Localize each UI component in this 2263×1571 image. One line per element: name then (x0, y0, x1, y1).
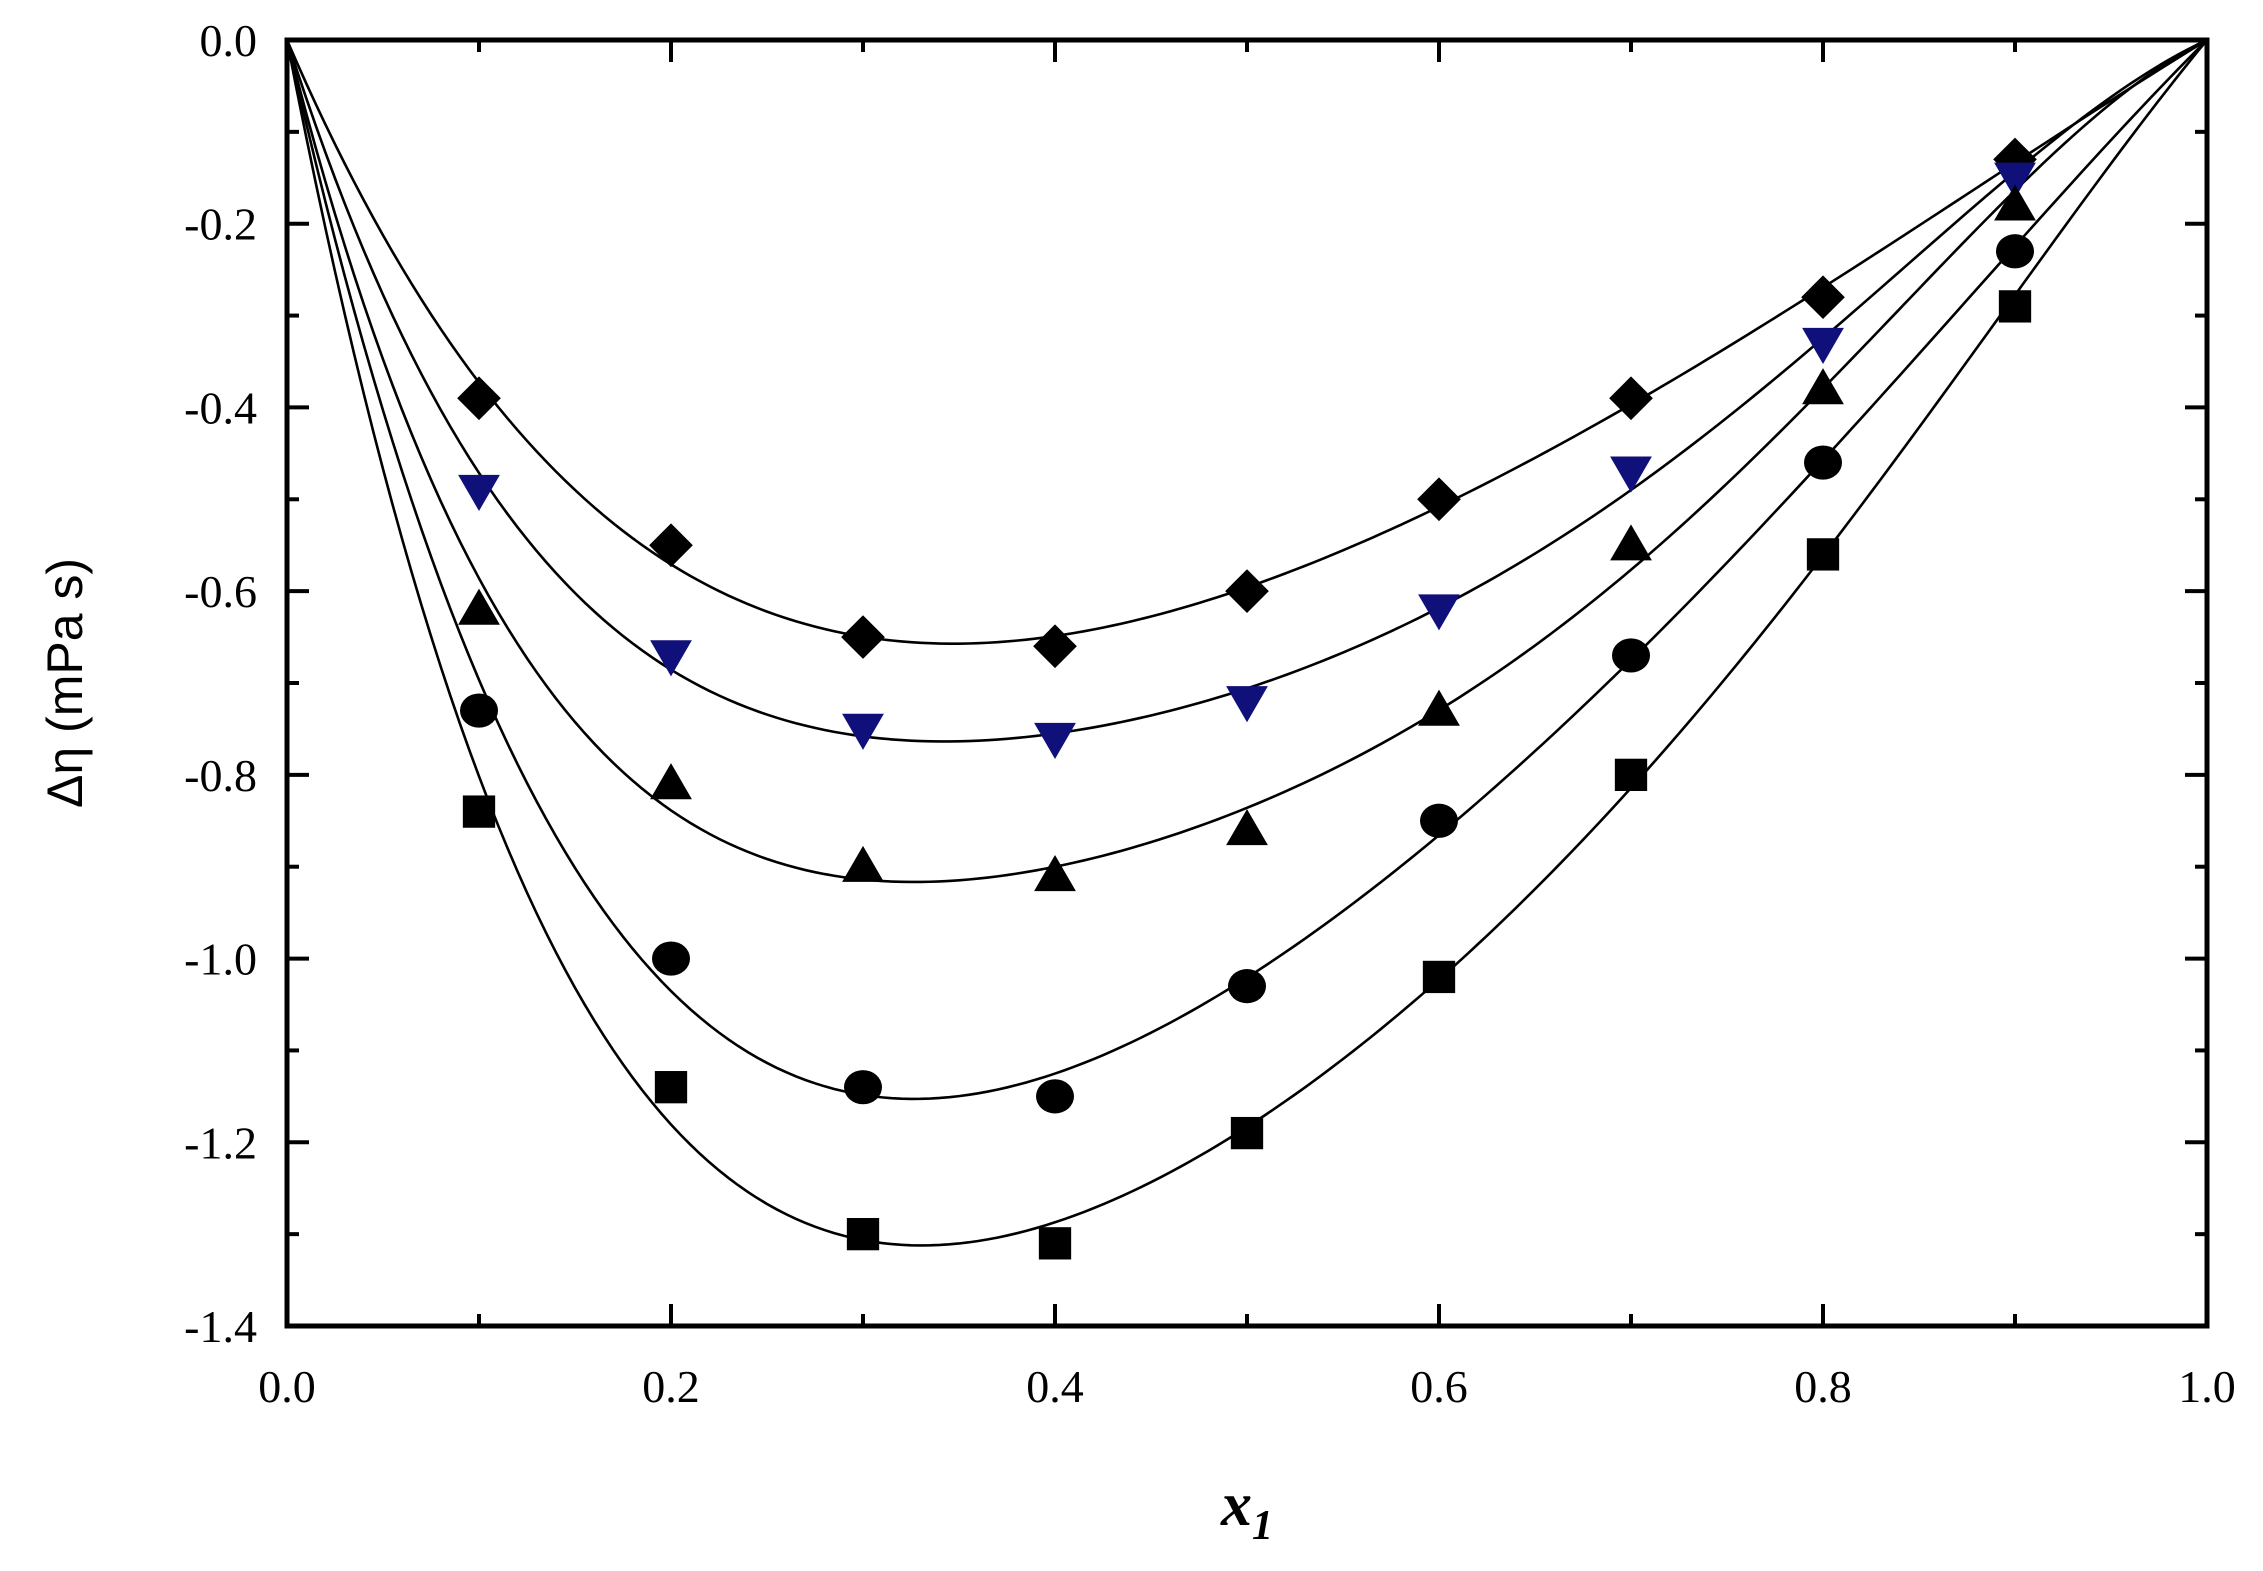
data-point-diamond (1801, 275, 1845, 320)
data-point-square (1614, 758, 1648, 792)
x-axis-title: x1 (1220, 1471, 1273, 1549)
data-point-triangle-up (458, 588, 500, 625)
data-point-square (1806, 538, 1840, 571)
data-point-circle (1804, 445, 1842, 480)
data-point-triangle-up (1802, 368, 1844, 405)
data-point-triangle-down (1994, 162, 2036, 199)
tick-labels-layer: 0.0 0.2 0.4 0.6 0.8 1.0 0.0 -0.2 -0.4 -0.6 -0.8 -1.… (184, 15, 2236, 1412)
x-axis-title-main: x (1220, 1471, 1252, 1539)
x-tick-label: 0.6 (1410, 1361, 1468, 1412)
markers-layer (457, 137, 2037, 1260)
data-point-triangle-up (650, 763, 692, 800)
data-point-triangle-up (1610, 524, 1652, 561)
data-point-diamond (1609, 376, 1653, 421)
fit-curve-series-2 (285, 38, 2208, 743)
data-point-triangle-down (1226, 686, 1268, 723)
y-tick-label: -1.2 (184, 1117, 257, 1168)
data-point-diamond (1033, 624, 1077, 669)
data-point-triangle-down (1034, 722, 1076, 760)
data-point-diamond (1417, 477, 1461, 522)
fit-curve-series-5 (285, 39, 2209, 1247)
fit-curve-series-3 (285, 38, 2208, 884)
fit-curve-series-1 (285, 38, 2208, 645)
data-point-square (462, 795, 496, 828)
data-point-triangle-up (1994, 184, 2036, 221)
data-point-triangle-down (842, 713, 884, 750)
data-point-circle (844, 1070, 882, 1105)
data-point-diamond (457, 376, 501, 421)
fit-curves-layer (285, 38, 2209, 1247)
data-point-triangle-down (1610, 456, 1652, 493)
data-point-circle (1996, 234, 2034, 269)
x-tick-label: 0.2 (642, 1361, 700, 1412)
x-tick-label: 0.4 (1026, 1361, 1084, 1412)
y-tick-label: -1.4 (184, 1301, 257, 1352)
data-point-circle (460, 693, 498, 728)
y-tick-label: -0.6 (184, 566, 257, 617)
x-axis-title-subscript: 1 (1252, 1503, 1273, 1549)
data-point-circle (1612, 638, 1650, 673)
data-point-diamond (1225, 569, 1269, 613)
y-tick-label: -0.2 (184, 199, 257, 250)
x-tick-label: 0.8 (1794, 1361, 1852, 1412)
data-point-triangle-down (458, 474, 500, 511)
data-point-circle (652, 941, 690, 976)
x-tick-label: 0.0 (258, 1361, 316, 1412)
data-point-triangle-up (1418, 689, 1460, 726)
data-point-diamond (649, 523, 693, 568)
data-point-square (846, 1217, 880, 1251)
data-point-circle (1036, 1079, 1074, 1114)
data-point-square (654, 1071, 688, 1104)
data-point-square (1422, 960, 1456, 994)
y-tick-label: 0.0 (200, 15, 258, 66)
data-point-square (1038, 1227, 1072, 1260)
y-tick-label: -0.8 (184, 750, 257, 801)
data-point-square (1230, 1116, 1264, 1150)
data-point-diamond (1993, 137, 2037, 182)
y-tick-label: -0.4 (184, 382, 257, 433)
y-tick-label: -1.0 (184, 934, 257, 985)
plot-frame (284, 37, 2210, 1329)
data-point-diamond (841, 615, 885, 659)
data-point-square (1998, 290, 2032, 323)
data-point-circle (1420, 803, 1458, 838)
data-point-circle (1228, 969, 1266, 1004)
data-point-triangle-up (842, 845, 884, 882)
data-point-triangle-up (1226, 809, 1268, 846)
x-tick-label: 1.0 (2178, 1361, 2236, 1412)
data-point-triangle-down (1418, 594, 1460, 631)
data-point-triangle-down (1802, 327, 1844, 365)
data-point-triangle-up (1034, 855, 1076, 892)
y-axis-title: Δη (mPa s) (37, 558, 93, 808)
data-point-triangle-down (650, 640, 692, 677)
